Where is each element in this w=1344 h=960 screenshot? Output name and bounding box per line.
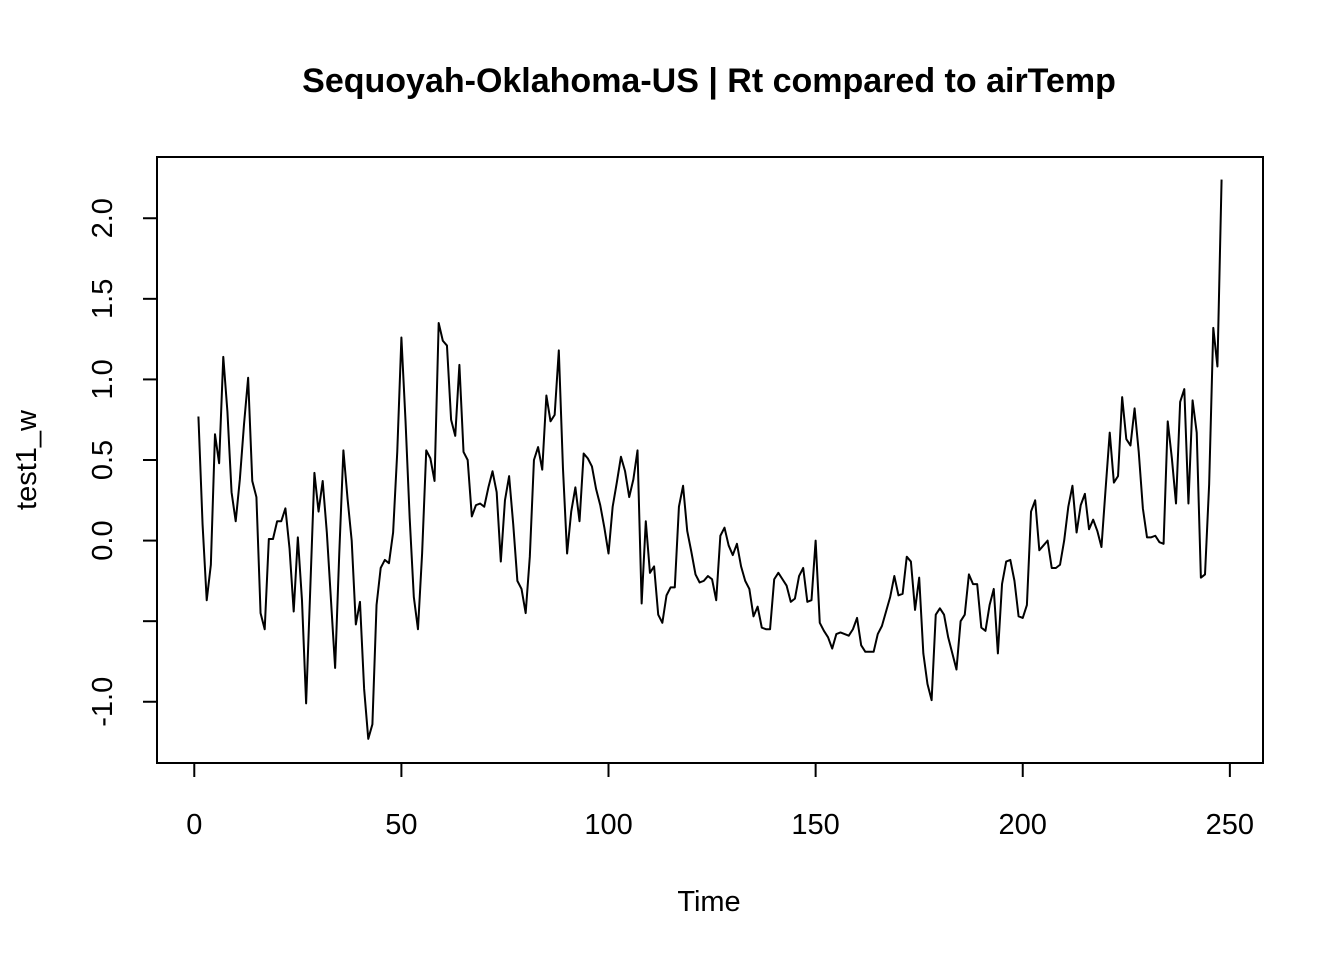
x-axis-label: Time <box>677 886 740 918</box>
x-tick-label: 100 <box>584 809 632 841</box>
x-tick-label: 50 <box>385 809 417 841</box>
chart-title: Sequoyah-Oklahoma-US | Rt compared to ai… <box>302 62 1116 100</box>
y-tick-label: 0.0 <box>87 520 119 560</box>
series-line <box>197 179 1223 740</box>
x-tick-label: 250 <box>1206 809 1254 841</box>
y-tick-label: 1.5 <box>87 279 119 319</box>
y-tick-label: 2.0 <box>87 198 119 238</box>
y-tick-label: -1.0 <box>87 677 119 727</box>
y-tick-label: 0.5 <box>87 440 119 480</box>
y-tick-label: 1.0 <box>87 359 119 399</box>
x-tick-label: 200 <box>999 809 1047 841</box>
x-axis: 0 50 100 150 200 250 <box>186 763 1254 841</box>
x-tick-label: 150 <box>791 809 839 841</box>
y-axis-label: test1_w <box>11 409 43 510</box>
x-tick-label: 0 <box>186 809 202 841</box>
y-axis: -1.0 0.0 0.5 1.0 1.5 2.0 <box>87 198 157 727</box>
